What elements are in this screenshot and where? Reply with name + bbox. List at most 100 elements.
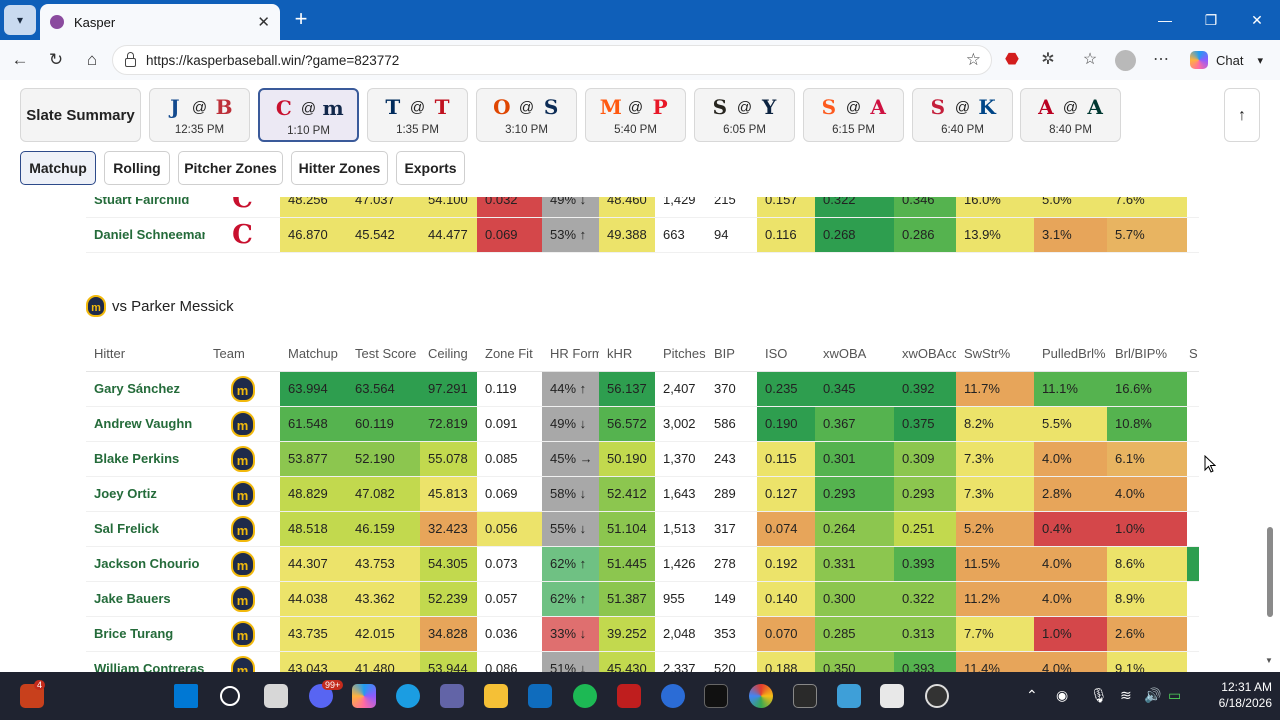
microphone-icon[interactable]: 🎙 [1090, 687, 1108, 703]
khr-cell: 39.252 [599, 616, 655, 652]
zone-fit-cell: 0.086 [477, 651, 542, 672]
column-header[interactable]: HR Form [542, 336, 599, 372]
column-header[interactable]: Pitches [655, 336, 706, 372]
url-text[interactable]: https://kasperbaseball.win/?game=823772 [146, 52, 400, 68]
zone-fit-cell: 0.119 [477, 371, 542, 407]
hitter-name-link[interactable]: Daniel Schneemann [86, 217, 205, 253]
game-button[interactable]: C @ m 1:10 PM [258, 88, 359, 142]
hitter-name-link[interactable]: Brice Turang [86, 616, 205, 652]
xwobacon-cell: 0.286 [894, 217, 956, 253]
matchup-cell: 53.877 [280, 441, 347, 477]
obs-icon[interactable] [925, 684, 949, 708]
search-icon[interactable] [220, 686, 240, 706]
copilot-app-icon[interactable] [352, 684, 376, 708]
filezilla-icon[interactable] [617, 684, 641, 708]
hitter-name-link[interactable]: Blake Perkins [86, 441, 205, 477]
tab-rolling[interactable]: Rolling [104, 151, 170, 185]
tab-hitter-zones[interactable]: Hitter Zones [291, 151, 388, 185]
game-button[interactable]: A @ A 8:40 PM [1020, 88, 1121, 142]
back-icon[interactable]: ← [11, 50, 29, 69]
pitches-cell: 2,337 [655, 651, 706, 672]
vertical-scrollbar[interactable] [1267, 527, 1273, 617]
column-header[interactable]: PulledBrl% [1034, 336, 1107, 372]
browser-tab[interactable]: Kasper ✕ [40, 4, 280, 40]
chevron-down-icon[interactable]: ▾ [1257, 54, 1263, 67]
file-explorer-icon[interactable] [484, 684, 508, 708]
network-status-icon[interactable]: ◉ [1056, 687, 1069, 703]
hitter-name-link[interactable]: Sal Frelick [86, 511, 205, 547]
scroll-down-arrow-icon[interactable]: ▼ [1265, 656, 1273, 665]
task-view-icon[interactable] [264, 684, 288, 708]
home-icon[interactable]: ⌂ [86, 50, 98, 69]
column-header[interactable]: SwStr% [956, 336, 1034, 372]
teams-icon[interactable] [440, 684, 464, 708]
refresh-icon[interactable]: ↻ [48, 50, 64, 69]
windows-start-icon[interactable] [174, 684, 198, 708]
hitter-name-link[interactable]: Joey Ortiz [86, 476, 205, 512]
battery-icon[interactable]: ▭ [1168, 687, 1182, 703]
column-header[interactable]: xwOBAcon [894, 336, 956, 372]
hitter-name-link[interactable]: Gary Sánchez [86, 371, 205, 407]
extensions-icon[interactable]: ✲ [1041, 51, 1055, 68]
volume-icon[interactable]: 🔊 [1144, 687, 1162, 703]
column-header[interactable]: Test Score [347, 336, 420, 372]
tab-actions-menu-button[interactable]: ▾ [4, 5, 36, 35]
restore-button[interactable]: ❐ [1204, 11, 1218, 28]
game-button[interactable]: O @ S 3:10 PM [476, 88, 577, 142]
pulledbrl-cell: 4.0% [1034, 651, 1107, 672]
tab-matchup[interactable]: Matchup [20, 151, 96, 185]
wifi-icon[interactable]: ≋ [1120, 687, 1132, 703]
outlook-icon[interactable] [528, 684, 552, 708]
address-bar[interactable]: https://kasperbaseball.win/?game=823772 … [112, 45, 992, 75]
column-header[interactable]: Ceiling [420, 336, 477, 372]
snipping-tool-icon[interactable] [880, 684, 904, 708]
close-window-button[interactable]: ✕ [1251, 11, 1263, 28]
new-tab-button[interactable]: + [294, 6, 308, 31]
column-header[interactable]: Hitter [86, 336, 205, 372]
system-clock[interactable]: 12:31 AM 6/18/2026 [1196, 679, 1272, 711]
adblock-extension-icon[interactable]: ⬣ [1005, 51, 1019, 68]
game-button[interactable]: T @ T 1:35 PM [367, 88, 468, 142]
hitter-name-link[interactable]: Andrew Vaughn [86, 406, 205, 442]
slate-summary-button[interactable]: Slate Summary [20, 88, 141, 142]
column-header[interactable]: Team [205, 336, 280, 372]
iso-cell: 0.074 [757, 511, 815, 547]
terminal-icon[interactable] [793, 684, 817, 708]
minimize-button[interactable]: — [1158, 12, 1172, 28]
close-tab-icon[interactable]: ✕ [257, 14, 270, 31]
column-header[interactable]: kHR [599, 336, 655, 372]
lock-icon[interactable] [125, 51, 136, 67]
profile-avatar[interactable] [1115, 50, 1136, 71]
game-button[interactable]: S @ K 6:40 PM [912, 88, 1013, 142]
more-options-icon[interactable]: ⋯ [1153, 51, 1169, 68]
favorite-star-icon[interactable]: ☆ [965, 50, 981, 69]
tab-exports[interactable]: Exports [396, 151, 465, 185]
column-header[interactable]: Brl/BIP% [1107, 336, 1187, 372]
hitter-name-link[interactable]: William Contreras [86, 651, 205, 672]
hitter-name-link[interactable]: Jackson Chourio [86, 546, 205, 582]
column-header[interactable]: xwOBA [815, 336, 894, 372]
column-header[interactable]: ISO [757, 336, 815, 372]
edge-browser-icon[interactable] [396, 684, 420, 708]
favorites-icon[interactable]: ☆ [1082, 51, 1098, 68]
copilot-chat-button[interactable]: Chat ▾ [1184, 47, 1272, 73]
spotify-icon[interactable] [573, 684, 597, 708]
cursor-editor-icon[interactable] [704, 684, 728, 708]
notepad-icon[interactable] [837, 684, 861, 708]
column-header[interactable]: Zone Fit [477, 336, 542, 372]
game-button[interactable]: M @ P 5:40 PM [585, 88, 686, 142]
hitter-name-link[interactable]: Jake Bauers [86, 581, 205, 617]
xwoba-cell: 0.350 [815, 651, 894, 672]
column-header[interactable]: BIP [706, 336, 757, 372]
column-header[interactable]: Matchup [280, 336, 347, 372]
scroll-to-top-button[interactable]: ↑ [1224, 88, 1260, 142]
ea-app-icon[interactable] [661, 684, 685, 708]
chrome-icon[interactable] [749, 684, 773, 708]
game-button[interactable]: S @ A 6:15 PM [803, 88, 904, 142]
tab-pitcher-zones[interactable]: Pitcher Zones [178, 151, 283, 185]
khr-cell: 49.388 [599, 217, 655, 253]
game-button[interactable]: J @ B 12:35 PM [149, 88, 250, 142]
column-header[interactable]: S [1187, 336, 1199, 372]
show-hidden-icons-chevron-icon[interactable]: ⌃ [1026, 687, 1038, 703]
game-button[interactable]: S @ Y 6:05 PM [694, 88, 795, 142]
